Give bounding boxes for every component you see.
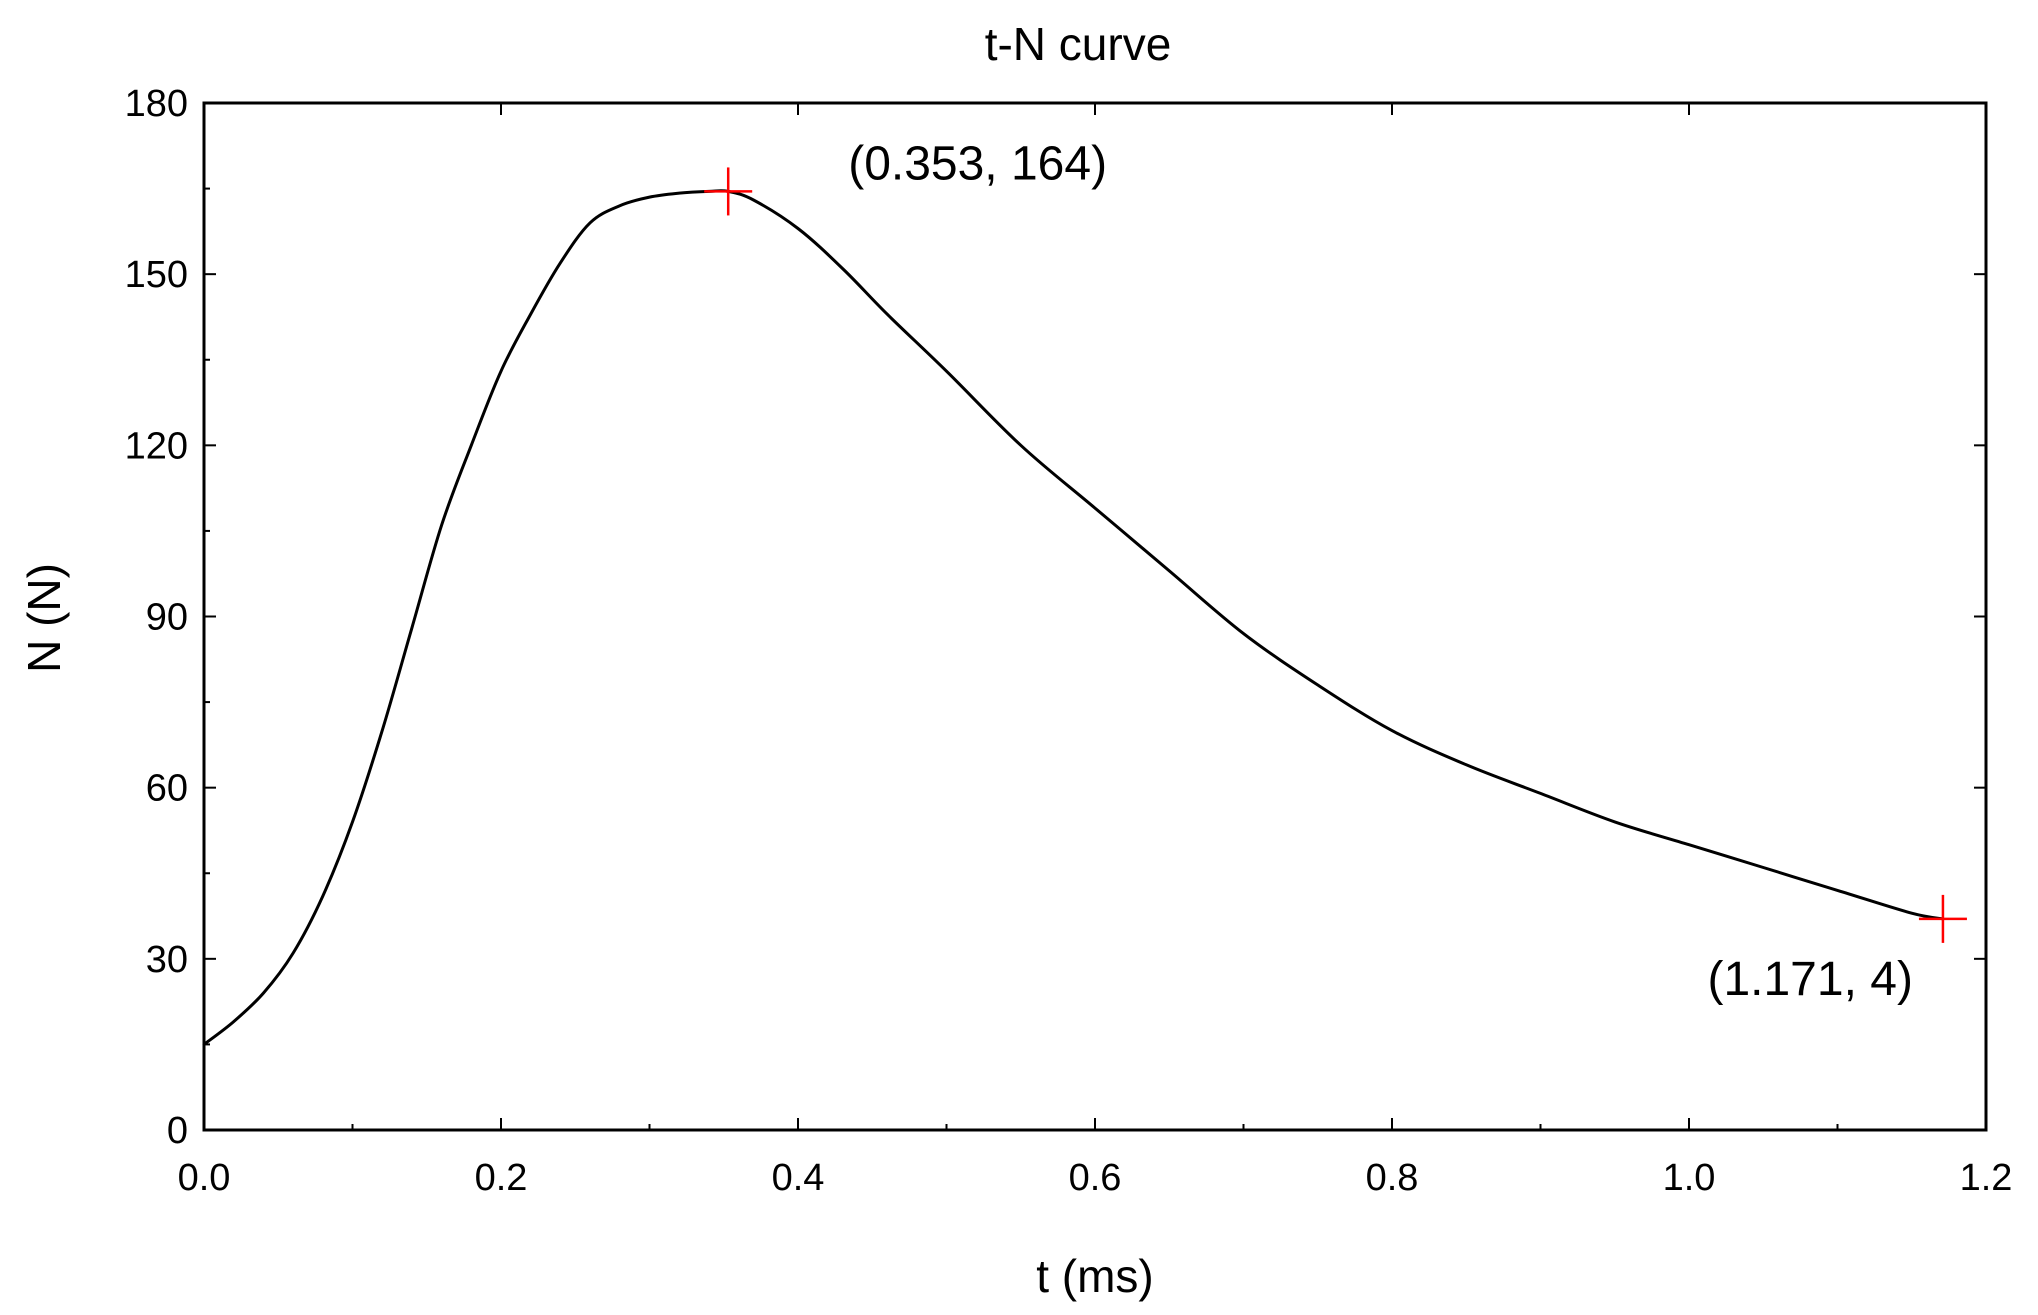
- y-tick-label: 120: [125, 425, 188, 467]
- x-axis-title: t (ms): [1036, 1250, 1154, 1302]
- chart-title: t-N curve: [985, 18, 1172, 70]
- x-tick-label: 0.4: [772, 1157, 825, 1199]
- point-markers: (0.353, 164) (1.171, 4): [704, 137, 1967, 1006]
- x-tick-label: 1.2: [1960, 1157, 2013, 1199]
- marker-annotation: (0.353, 164): [848, 137, 1107, 190]
- x-axis-ticks: 0.0 0.2 0.4 0.6 0.8 1.0 1.2: [178, 103, 2013, 1199]
- y-tick-label: 30: [146, 939, 188, 981]
- x-tick-label: 0.8: [1366, 1157, 1419, 1199]
- data-line-series: [202, 189, 1945, 1046]
- x-tick-label: 0.0: [178, 1157, 231, 1199]
- marker-annotation: (1.171, 4): [1707, 953, 1912, 1006]
- y-axis-ticks: 0 30 60 90 120 150 180: [125, 83, 1986, 1152]
- x-tick-label: 1.0: [1663, 1157, 1716, 1199]
- y-tick-label: 180: [125, 83, 188, 125]
- y-tick-label: 60: [146, 768, 188, 810]
- x-tick-label: 0.2: [475, 1157, 528, 1199]
- y-tick-label: 150: [125, 254, 188, 296]
- y-axis-title: N (N): [18, 563, 70, 673]
- y-tick-label: 90: [146, 597, 188, 639]
- x-tick-label: 0.6: [1069, 1157, 1122, 1199]
- y-tick-label: 0: [167, 1110, 188, 1152]
